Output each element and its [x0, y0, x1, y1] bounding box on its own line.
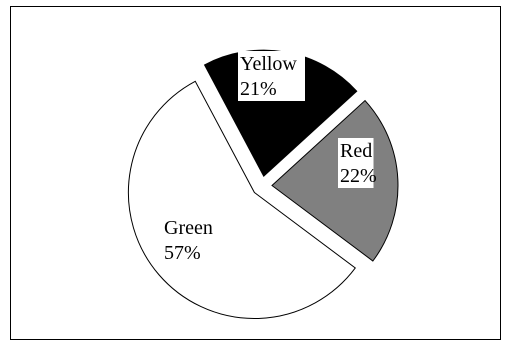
pie-labels: Yellow 21% Red 22% Green 57%	[164, 51, 377, 264]
slice-name-red: Red	[340, 140, 372, 162]
slice-green	[127, 80, 356, 319]
slice-name-green: Green	[164, 217, 213, 239]
label-bg-yellow	[238, 51, 305, 101]
label-bg-red	[338, 138, 374, 188]
slice-percent-green: 57%	[164, 242, 201, 264]
slice-percent-red: 22%	[340, 165, 377, 187]
slice-name-yellow: Yellow	[240, 53, 297, 75]
slice-percent-yellow: 21%	[240, 78, 277, 100]
